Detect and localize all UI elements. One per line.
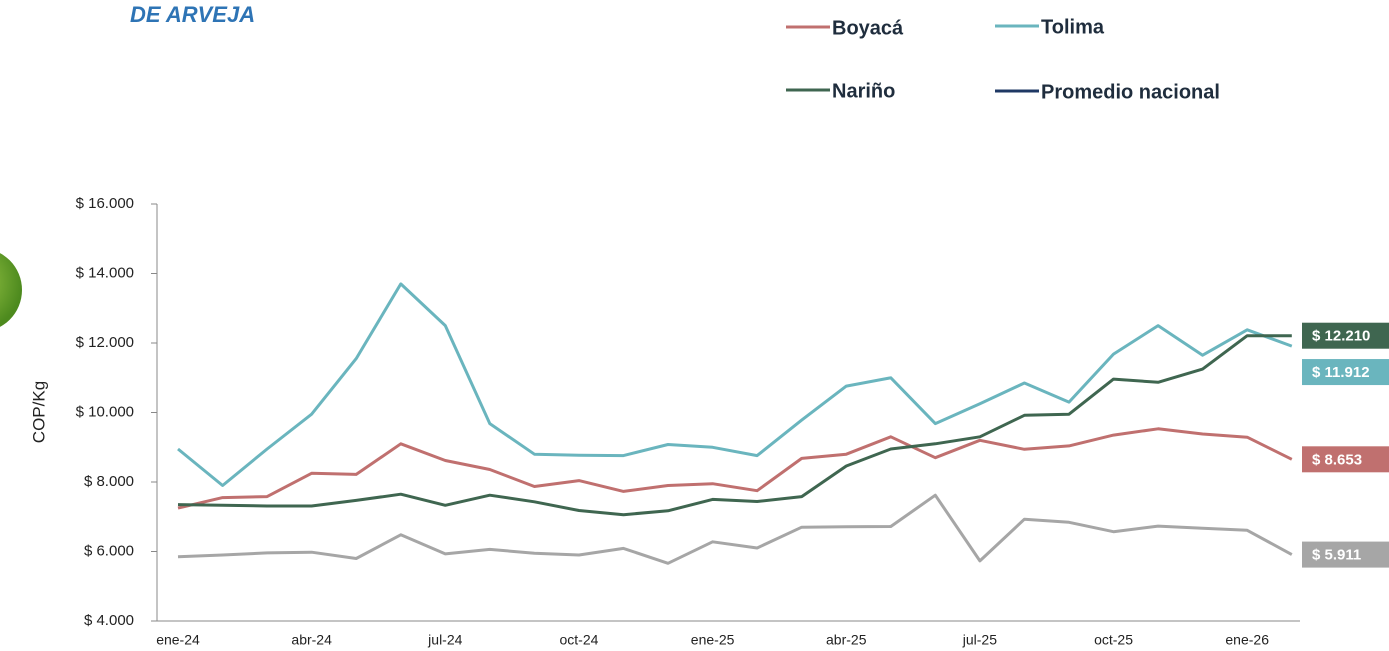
x-tick-label: oct-24: [559, 632, 598, 648]
x-tick-label: abr-25: [826, 632, 867, 648]
value-label-box: [1302, 322, 1389, 349]
decoration: [0, 253, 22, 327]
y-tick-label: $ 12.000: [76, 334, 134, 351]
y-tick-label: $ 10.000: [76, 403, 134, 420]
series-line: [177, 493, 1293, 565]
y-tick-label: $ 8.000: [84, 473, 134, 490]
value-label-box: [1302, 359, 1389, 386]
y-tick-label: $ 4.000: [84, 612, 134, 629]
x-tick-label: ene-26: [1225, 632, 1269, 648]
x-tick-label: oct-25: [1094, 632, 1133, 648]
series-line: [177, 282, 1293, 487]
x-tick-label: ene-25: [691, 632, 735, 648]
x-tick-label: jul-24: [427, 632, 462, 648]
legend-label: Nariño: [832, 80, 895, 102]
chart-title: DE ARVEJA: [130, 2, 255, 27]
y-axis-label: COP/Kg: [29, 381, 48, 443]
value-label: $ 11.912: [1312, 364, 1370, 381]
value-label-box: [1302, 446, 1389, 473]
series-line: [177, 427, 1293, 510]
legend-label: Boyacá: [832, 17, 904, 39]
y-tick-label: $ 14.000: [76, 264, 134, 281]
x-tick-label: ene-24: [156, 632, 200, 648]
value-label-box: [1302, 541, 1389, 568]
series-line: [177, 334, 1292, 517]
legend-label: Tolima: [1041, 16, 1105, 38]
y-tick-label: $ 16.000: [76, 195, 134, 212]
x-tick-label: abr-24: [291, 632, 332, 648]
value-label: $ 8.653: [1312, 451, 1362, 468]
value-label: $ 5.911: [1312, 547, 1361, 564]
value-label: $ 12.210: [1312, 328, 1370, 345]
x-tick-label: jul-25: [962, 632, 997, 648]
legend-label: Promedio nacional: [1041, 81, 1220, 103]
y-tick-label: $ 6.000: [84, 542, 134, 559]
